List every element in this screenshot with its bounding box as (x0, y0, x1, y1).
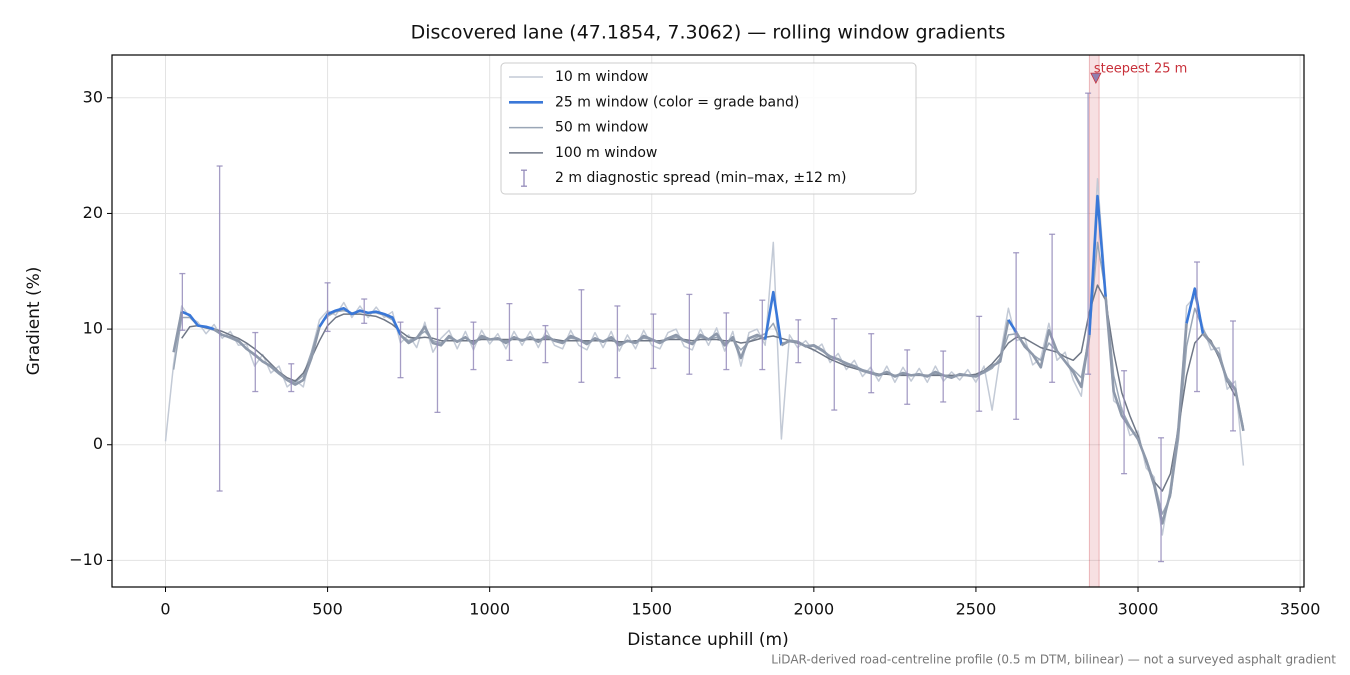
x-tick-label: 500 (312, 600, 343, 619)
line-25m (1088, 194, 1107, 335)
error-bar (1121, 370, 1128, 475)
error-bar (252, 331, 259, 393)
error-bar (686, 293, 693, 375)
error-bar (542, 324, 549, 364)
error-bar (614, 305, 621, 379)
y-tick-label: 20 (83, 203, 103, 222)
legend-label: 100 m window (555, 145, 657, 161)
line-25m (213, 326, 321, 386)
error-bar (470, 321, 477, 371)
error-bar (179, 272, 186, 331)
line-25m (1201, 332, 1245, 432)
error-bar (940, 350, 947, 403)
error-bar (216, 165, 223, 492)
y-axis-label: Gradient (%) (24, 267, 44, 376)
error-bar (759, 299, 766, 371)
error-bar (361, 298, 368, 324)
x-tick-label: 1500 (631, 600, 672, 619)
line-25m (780, 319, 1010, 379)
error-bar (506, 303, 513, 361)
error-bar (578, 289, 585, 383)
legend-box (500, 62, 917, 195)
line-25m (181, 310, 215, 331)
y-tick-label: −10 (69, 550, 103, 569)
error-bar (723, 312, 730, 371)
x-tick-label: 0 (160, 600, 170, 619)
line-25m (1015, 329, 1091, 389)
error-bar (904, 349, 911, 405)
legend-label: 2 m diagnostic spread (min–max, ±12 m) (555, 170, 846, 186)
line-25m (1007, 319, 1018, 334)
x-tick-label: 2500 (956, 600, 997, 619)
y-tick-label: 30 (83, 87, 103, 106)
x-tick-label: 2000 (793, 600, 834, 619)
error-bar (976, 315, 983, 412)
legend-label: 50 m window (555, 120, 648, 136)
error-bar (434, 307, 441, 414)
error-bar (795, 319, 802, 364)
line-25m (318, 307, 402, 336)
y-tick-label: 0 (93, 434, 103, 453)
line-25m (763, 290, 783, 346)
legend-label: 10 m window (555, 69, 648, 85)
error-bar (1230, 320, 1237, 432)
error-bar (288, 363, 295, 393)
line-25m (1185, 287, 1205, 334)
legend-label: 25 m window (color = grade band) (555, 94, 799, 110)
error-bar (1158, 437, 1165, 563)
line-25m (399, 325, 766, 360)
chart-title: Discovered lane (47.1854, 7.3062) — roll… (411, 22, 1006, 44)
error-bar (1013, 252, 1020, 420)
error-bar (1049, 233, 1056, 383)
steepest-marker (1090, 72, 1102, 85)
footnote: LiDAR-derived road-centreline profile (0… (771, 653, 1336, 667)
error-bar (324, 282, 331, 333)
x-tick-label: 1000 (469, 600, 510, 619)
error-bar (868, 333, 875, 394)
x-tick-label: 3000 (1118, 600, 1159, 619)
y-tick-label: 10 (83, 319, 103, 338)
annotation-text: steepest 25 m (1094, 62, 1187, 77)
error-bar (1194, 261, 1201, 393)
x-tick-label: 3500 (1280, 600, 1321, 619)
plot-frame (111, 54, 1305, 588)
error-bar (1085, 92, 1092, 375)
error-bar (650, 313, 657, 370)
line-25m (1104, 296, 1188, 525)
error-bar (831, 318, 838, 411)
error-bar (397, 321, 404, 379)
x-axis-label: Distance uphill (m) (627, 630, 788, 650)
line-25m (172, 311, 183, 353)
